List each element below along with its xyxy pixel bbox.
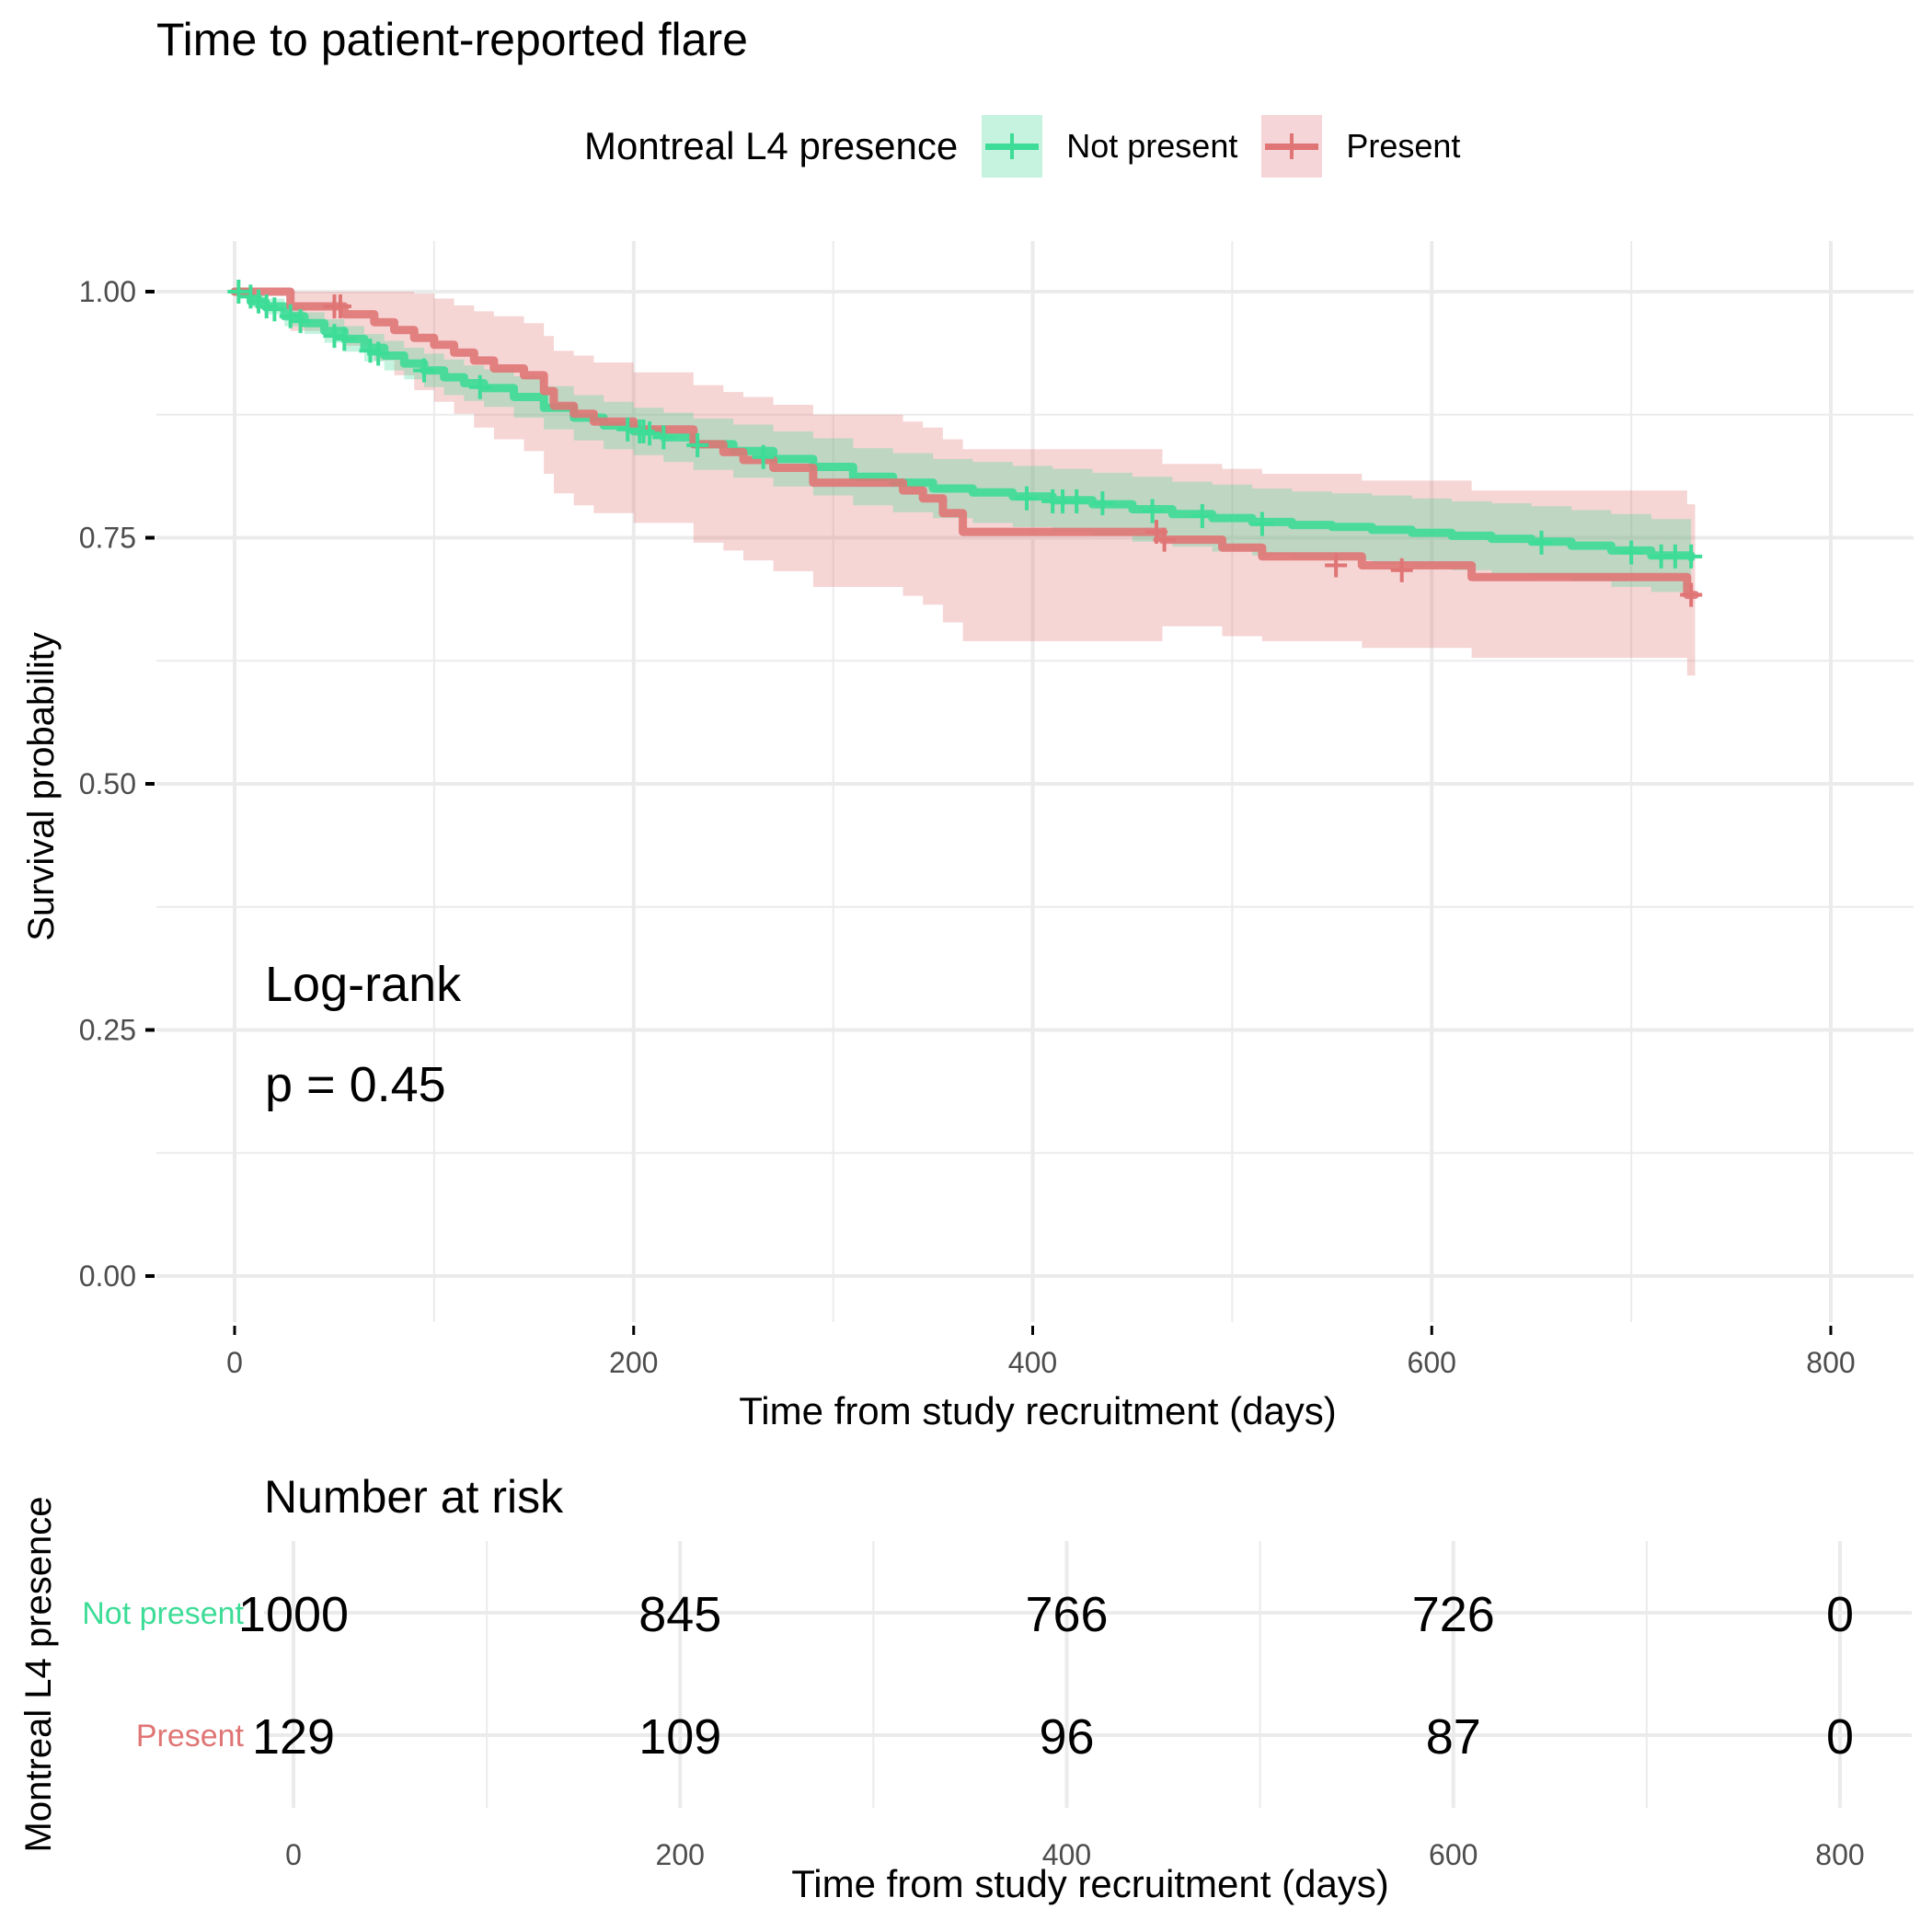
censor-mark-present (1153, 527, 1176, 552)
logrank-label: Log-rank (265, 957, 462, 1012)
censor-mark-not-present (468, 374, 491, 399)
risk-x-tick-label: 800 (1815, 1838, 1864, 1871)
survival-curve-not-present (230, 287, 1696, 562)
chart-title: Time to patient-reported flare (156, 14, 748, 65)
censor-mark-present (328, 294, 351, 319)
risk-row-label: Not present (82, 1596, 244, 1631)
censor-mark-not-present (686, 432, 709, 457)
x-tick-label: 400 (1008, 1346, 1057, 1379)
legend-key-not-present (982, 115, 1043, 178)
y-tick-label: 1.00 (79, 275, 136, 308)
censor-mark-not-present (638, 421, 661, 446)
censor-mark-not-present (1530, 530, 1553, 555)
censor-mark-not-present (1680, 544, 1703, 569)
censor-mark-not-present (1250, 512, 1273, 536)
y-tick-label: 0.50 (79, 767, 136, 800)
p-value-label: p = 0.45 (265, 1057, 446, 1112)
legend-label-present: Present (1346, 127, 1461, 165)
risk-count: 1000 (238, 1587, 349, 1642)
legend: Montreal L4 presence Not present Present (584, 115, 1484, 178)
censor-mark-not-present (1065, 489, 1088, 513)
censor-mark-not-present (1620, 540, 1643, 565)
risk-count: 96 (1039, 1709, 1094, 1765)
risk-count: 109 (638, 1709, 721, 1765)
censor-mark-not-present (333, 327, 356, 351)
x-axis-label: Time from study recruitment (days) (739, 1389, 1337, 1432)
risk-count: 766 (1025, 1587, 1108, 1642)
risk-x-tick-label: 600 (1429, 1838, 1478, 1871)
risk-count: 845 (638, 1587, 721, 1642)
censor-mark-present (1680, 582, 1703, 607)
censor-mark-present (1325, 553, 1348, 578)
censor-mark-not-present (263, 297, 286, 322)
censor-mark-not-present (367, 341, 390, 366)
legend-key-present (1261, 115, 1323, 178)
censor-mark-not-present (1091, 491, 1114, 516)
censor-mark-not-present (1015, 486, 1038, 511)
risk-x-tick-label: 0 (285, 1838, 302, 1871)
survival-plot: 0 200 400 600 800 0.00 0.25 0.50 0.75 1.00 Log-ra… (21, 241, 1914, 1432)
risk-count: 0 (1826, 1587, 1854, 1642)
risk-count: 129 (252, 1709, 335, 1765)
x-tick-label: 600 (1408, 1346, 1456, 1379)
censor-mark-not-present (413, 358, 436, 383)
censor-mark-not-present (279, 304, 302, 328)
confidence-band-present (235, 292, 1696, 676)
risk-x-tick-label: 400 (1042, 1838, 1091, 1871)
risk-x-tick-label: 200 (656, 1838, 705, 1871)
confidence-band-not-present (235, 292, 1692, 594)
risk-table-x-label: Time from study recruitment (days) (791, 1862, 1389, 1905)
y-tick-label: 0.75 (79, 522, 136, 555)
censor-mark-present (1390, 558, 1413, 582)
censor-mark-not-present (1190, 503, 1213, 528)
y-axis-label: Survival probability (21, 632, 62, 941)
x-tick-label: 200 (609, 1346, 658, 1379)
censor-mark-not-present (652, 425, 675, 450)
censor-mark-not-present (752, 444, 775, 469)
censor-mark-not-present (1141, 499, 1164, 523)
risk-count: 87 (1426, 1709, 1481, 1765)
risk-count: 726 (1412, 1587, 1495, 1642)
y-tick-label: 0.00 (79, 1259, 136, 1293)
risk-table-y-label: Montreal L4 presence (18, 1497, 59, 1853)
legend-title: Montreal L4 presence (584, 124, 959, 167)
y-tick-label: 0.25 (79, 1014, 136, 1047)
x-tick-label: 0 (226, 1346, 243, 1379)
x-tick-label: 800 (1806, 1346, 1855, 1379)
legend-label-not-present: Not present (1066, 127, 1238, 165)
censor-mark-not-present (289, 309, 312, 334)
censor-mark-not-present (323, 324, 346, 349)
risk-row-label: Present (136, 1719, 245, 1754)
censor-mark-not-present (616, 417, 639, 442)
risk-table-title: Number at risk (264, 1471, 564, 1523)
censor-mark-not-present (227, 280, 250, 304)
risk-count: 0 (1826, 1709, 1854, 1765)
